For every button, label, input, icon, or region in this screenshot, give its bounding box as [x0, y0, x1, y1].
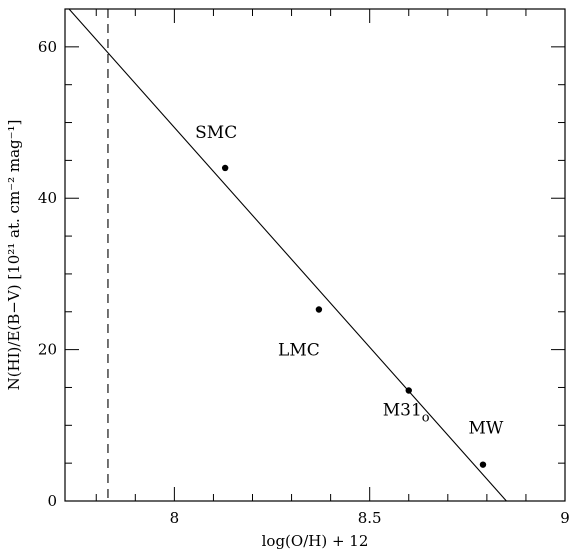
point-labels: SMC LMC M31o MW [195, 123, 504, 439]
y-tick-label: 40 [38, 189, 57, 207]
point-label-m31: M31o [383, 400, 430, 425]
y-tick-label: 60 [38, 38, 57, 56]
data-point-m31 [405, 387, 412, 394]
point-label-mw: MW [469, 419, 504, 439]
fit-line [68, 9, 507, 501]
data-point-mw [479, 461, 487, 468]
axis-ticks [65, 8, 566, 502]
y-tick-label: 20 [38, 341, 57, 359]
point-label-smc: SMC [195, 123, 237, 143]
x-axis-label: log(O/H) + 12 [262, 532, 369, 550]
point-label-lmc: LMC [278, 340, 320, 360]
data-points [221, 164, 487, 468]
plot-content [68, 9, 507, 501]
x-tick-label: 9 [560, 509, 570, 527]
data-point-lmc [315, 306, 323, 313]
x-tick-label: 8 [170, 509, 180, 527]
x-tick-label: 8.5 [358, 509, 382, 527]
plot-frame [64, 8, 566, 502]
y-tick-labels: 0 20 40 60 [38, 38, 57, 510]
x-tick-labels: 8 8.5 9 [170, 509, 570, 527]
y-tick-label: 0 [47, 492, 57, 510]
y-axis-label: N(HI)/E(B−V) [10²¹ at. cm⁻² mag⁻¹] [5, 120, 23, 391]
data-point-smc [221, 164, 229, 172]
